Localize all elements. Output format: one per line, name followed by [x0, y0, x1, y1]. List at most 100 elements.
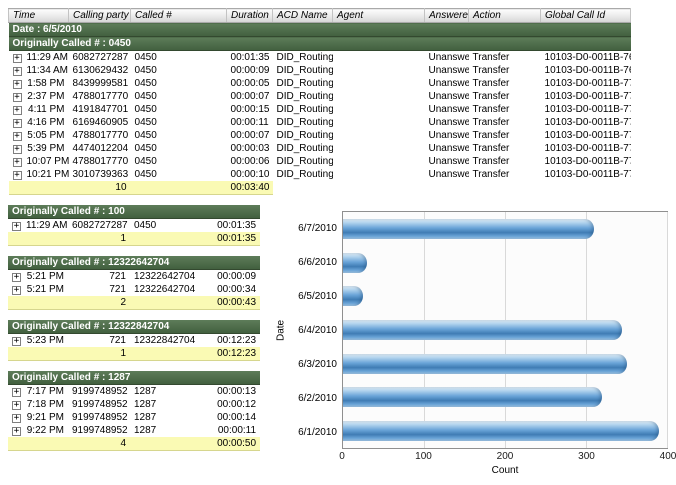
- column-header-agent[interactable]: Agent: [332, 8, 426, 23]
- expand-icon[interactable]: +: [12, 53, 22, 63]
- column-header-answered[interactable]: Answered: [424, 8, 470, 23]
- time-cell: 11:29 AM: [26, 52, 69, 63]
- expand-icon[interactable]: +: [12, 387, 21, 397]
- y-tick-label: 6/3/2010: [298, 358, 337, 370]
- y-tick-label: 6/7/2010: [298, 222, 337, 234]
- expand-icon[interactable]: +: [12, 131, 22, 141]
- duration-cell: 00:00:10: [230, 169, 270, 180]
- called-cell: 0450: [134, 78, 157, 89]
- date-group-row-label[interactable]: Date : 6/5/2010: [8, 22, 631, 37]
- section-header-row: Originally Called # : 12322642704: [8, 256, 261, 270]
- expand-cell: +: [8, 270, 22, 284]
- column-header-global-call-id[interactable]: Global Call Id: [540, 8, 632, 23]
- global-call-id-cell: 10103-D0-0011B-76F: [544, 65, 631, 76]
- summary-duration-cell: 00:00:43: [212, 296, 261, 310]
- expand-icon[interactable]: +: [12, 144, 22, 154]
- bar[interactable]: [343, 421, 659, 442]
- expand-icon[interactable]: +: [12, 221, 21, 231]
- answered-cell: Unanswered: [428, 91, 469, 102]
- expand-icon[interactable]: +: [12, 118, 22, 128]
- chart-bar-row: [343, 279, 667, 313]
- acd-name-cell: DID_Routing: [276, 156, 333, 167]
- section-header-row-label[interactable]: Originally Called # : 0450: [8, 36, 631, 51]
- expand-icon[interactable]: +: [12, 400, 21, 410]
- expand-icon[interactable]: +: [12, 170, 22, 180]
- expand-icon[interactable]: +: [12, 157, 22, 167]
- acd-name-cell: DID_Routing: [276, 117, 333, 128]
- calling-party-cell: 9199748952: [72, 399, 128, 410]
- expand-icon[interactable]: +: [12, 285, 21, 295]
- time-cell: 11:34 AM: [26, 65, 69, 76]
- summary-duration-cell: 00:03:40: [226, 181, 273, 195]
- call-row: +11:29 AM 6082727287 0450 00:01:35 DID_Routi…: [9, 51, 631, 65]
- column-header-action[interactable]: Action: [468, 8, 542, 23]
- call-section: Originally Called # : 1287 +7:17 PM 919974…: [8, 371, 266, 451]
- duration-cell: 00:00:14: [217, 412, 257, 423]
- section-header-row-label[interactable]: Originally Called # : 100: [8, 205, 261, 219]
- expand-icon[interactable]: +: [12, 413, 21, 423]
- acd-name-cell: DID_Routing: [276, 169, 333, 180]
- column-header-calling-party[interactable]: Calling party #: [68, 8, 132, 23]
- calling-party-cell: 8439999581: [72, 78, 129, 89]
- bar[interactable]: [343, 286, 364, 307]
- call-row: +9:21 PM 9199748952 1287 00:00:14: [8, 411, 260, 424]
- expand-icon[interactable]: +: [12, 79, 22, 89]
- answered-cell: Unanswered: [428, 52, 469, 63]
- mini-section-table: Originally Called # : 12322642704 +5:21 P…: [8, 256, 261, 310]
- y-tick-label: 6/6/2010: [298, 256, 337, 268]
- mini-section-table: Originally Called # : 1287 +7:17 PM 919974…: [8, 371, 261, 451]
- acd-name-cell: DID_Routing: [276, 143, 333, 154]
- global-call-id-cell: 10103-D0-0011B-773: [544, 117, 631, 128]
- answered-cell: Unanswered: [428, 143, 469, 154]
- call-section: Originally Called # : 12322642704 +5:21 P…: [8, 256, 266, 310]
- bar[interactable]: [343, 353, 627, 374]
- action-cell: Transfer: [472, 65, 510, 76]
- answered-cell: Unanswered: [428, 130, 469, 141]
- duration-cell: 00:01:35: [217, 220, 257, 231]
- column-header-duration[interactable]: Duration: [226, 8, 274, 23]
- gridline: [667, 212, 668, 448]
- action-cell: Transfer: [472, 91, 510, 102]
- chart-bar-row: [343, 212, 667, 246]
- column-header-time[interactable]: Time: [7, 8, 70, 23]
- call-row: +2:37 PM 4788017770 0450 00:00:07 DID_Routin…: [9, 90, 631, 103]
- calling-party-cell: 721: [109, 335, 126, 346]
- calling-party-cell: 9199748952: [72, 386, 128, 397]
- bar[interactable]: [343, 387, 603, 408]
- section-header-row: Originally Called # : 1287: [8, 371, 261, 385]
- action-cell: Transfer: [472, 104, 510, 115]
- summary-duration-cell: 00:12:23: [212, 347, 261, 361]
- call-section: Originally Called # : 100 +11:29 AM 608272…: [8, 205, 266, 246]
- column-header-called[interactable]: Called #: [130, 8, 228, 23]
- summary-count-cell: 1: [68, 232, 130, 246]
- date-group-row: Date : 6/5/2010: [8, 22, 631, 37]
- called-cell: 0450: [134, 220, 157, 231]
- expand-cell: +: [8, 385, 22, 399]
- time-cell: 4:16 PM: [27, 117, 65, 128]
- expand-icon[interactable]: +: [12, 336, 21, 346]
- column-header-acd-name[interactable]: ACD Name: [272, 8, 334, 23]
- acd-name-cell: DID_Routing: [276, 78, 333, 89]
- bar[interactable]: [343, 218, 595, 239]
- bar[interactable]: [343, 252, 368, 273]
- expand-icon[interactable]: +: [12, 105, 22, 115]
- section-header-row-label[interactable]: Originally Called # : 12322842704: [8, 320, 261, 334]
- expand-icon[interactable]: +: [12, 92, 22, 102]
- called-cell: 1287: [134, 425, 157, 436]
- duration-cell: 00:00:11: [217, 425, 257, 436]
- expand-icon[interactable]: +: [12, 426, 21, 436]
- call-row: +5:21 PM 721 12322642704 00:00:34: [8, 283, 260, 296]
- expand-icon[interactable]: +: [12, 272, 21, 282]
- time-cell: 10:07 PM: [26, 156, 69, 167]
- mini-section-table: Originally Called # : 12322842704 +5:23 P…: [8, 320, 261, 361]
- section-header-row: Originally Called # : 0450: [8, 36, 631, 51]
- section-header-row-label[interactable]: Originally Called # : 1287: [8, 371, 261, 385]
- y-tick-label: 6/4/2010: [298, 324, 337, 336]
- summary-row: 1 00:12:23: [8, 347, 261, 361]
- section-header-row-label[interactable]: Originally Called # : 12322642704: [8, 256, 261, 270]
- calling-party-cell: 6130629432: [72, 65, 129, 76]
- calling-party-cell: 6169460905: [72, 117, 129, 128]
- bar[interactable]: [343, 320, 623, 341]
- expand-icon[interactable]: +: [12, 66, 22, 76]
- x-axis-title: Count: [491, 465, 519, 476]
